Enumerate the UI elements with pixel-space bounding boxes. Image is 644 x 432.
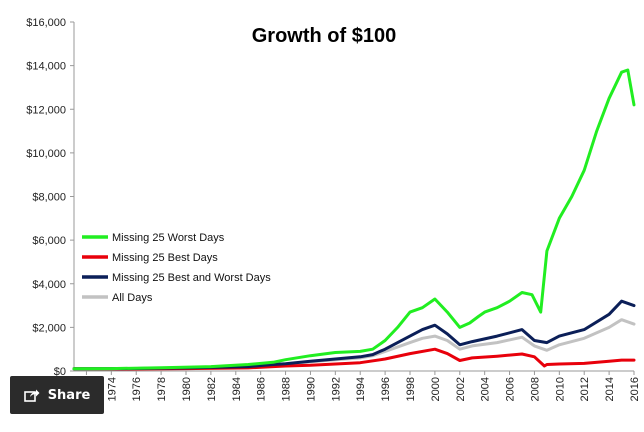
series-line-2 [72, 299, 636, 371]
series-line-1 [72, 347, 636, 371]
x-tick-label: 2004 [480, 377, 492, 401]
y-tick-label: $16,000 [26, 17, 66, 29]
x-tick-label: 1998 [405, 377, 417, 401]
axis-layer: $0 $2,000 $4,000 $6,000 $8,000 $10,000 $12,000… [26, 17, 641, 401]
legend-label: Missing 25 Best Days [112, 252, 218, 264]
y-tick-label: $12,000 [26, 104, 66, 116]
y-tick-label: $8,000 [32, 192, 66, 204]
x-tick-label: 2002 [455, 377, 467, 401]
series-layer [72, 68, 636, 371]
x-tick-label: 2016 [629, 377, 641, 401]
chart-title: Growth of $100 [252, 25, 396, 47]
x-tick-label: 1992 [330, 377, 342, 401]
x-tick-label: 1990 [305, 377, 317, 401]
x-tick-label: 2010 [554, 377, 566, 401]
legend-label: All Days [112, 292, 153, 304]
y-tick-label: $14,000 [26, 61, 66, 73]
y-tick-label: $2,000 [32, 322, 66, 334]
series-line-3 [72, 318, 636, 371]
y-tick-label: $6,000 [32, 235, 66, 247]
x-tick-label: 2000 [430, 377, 442, 401]
x-tick-label: 1986 [256, 377, 268, 401]
x-tick-label: 1994 [355, 377, 367, 401]
legend-label: Missing 25 Worst Days [112, 232, 225, 244]
legend-label: Missing 25 Best and Worst Days [112, 272, 271, 284]
x-tick-label: 1982 [206, 377, 218, 401]
x-tick-label: 2012 [579, 377, 591, 401]
share-button-label: Share [47, 387, 91, 403]
y-tick-label: $4,000 [32, 279, 66, 291]
series-line-0 [72, 68, 636, 371]
x-tick-label: 1988 [281, 377, 293, 401]
legend: Missing 25 Worst Days Missing 25 Best Day… [82, 232, 271, 304]
x-tick-label: 2008 [529, 377, 541, 401]
y-tick-label: $10,000 [26, 148, 66, 160]
y-tick-label: $0 [54, 366, 66, 378]
x-tick-label: 1980 [181, 377, 193, 401]
x-tick-label: 1984 [231, 377, 243, 401]
share-icon [23, 389, 40, 402]
x-tick-label: 1974 [106, 377, 118, 401]
x-tick-label: 1978 [156, 377, 168, 401]
share-button[interactable]: Share [10, 376, 104, 414]
x-tick-label: 2014 [604, 377, 616, 401]
x-tick-label: 2006 [505, 377, 517, 401]
x-tick-label: 1976 [131, 377, 143, 401]
x-tick-label: 1996 [380, 377, 392, 401]
